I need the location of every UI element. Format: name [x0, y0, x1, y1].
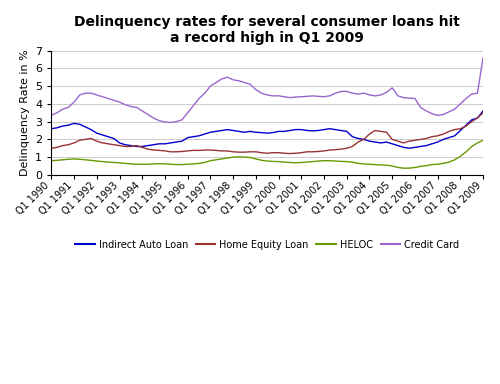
Title: Delinquency rates for several consumer loans hit
a record high in Q1 2009: Delinquency rates for several consumer l… [74, 15, 460, 45]
Legend: Indirect Auto Loan, Home Equity Loan, HELOC, Credit Card: Indirect Auto Loan, Home Equity Loan, HE… [72, 236, 463, 253]
Y-axis label: Delinquency Rate in %: Delinquency Rate in % [20, 50, 30, 176]
